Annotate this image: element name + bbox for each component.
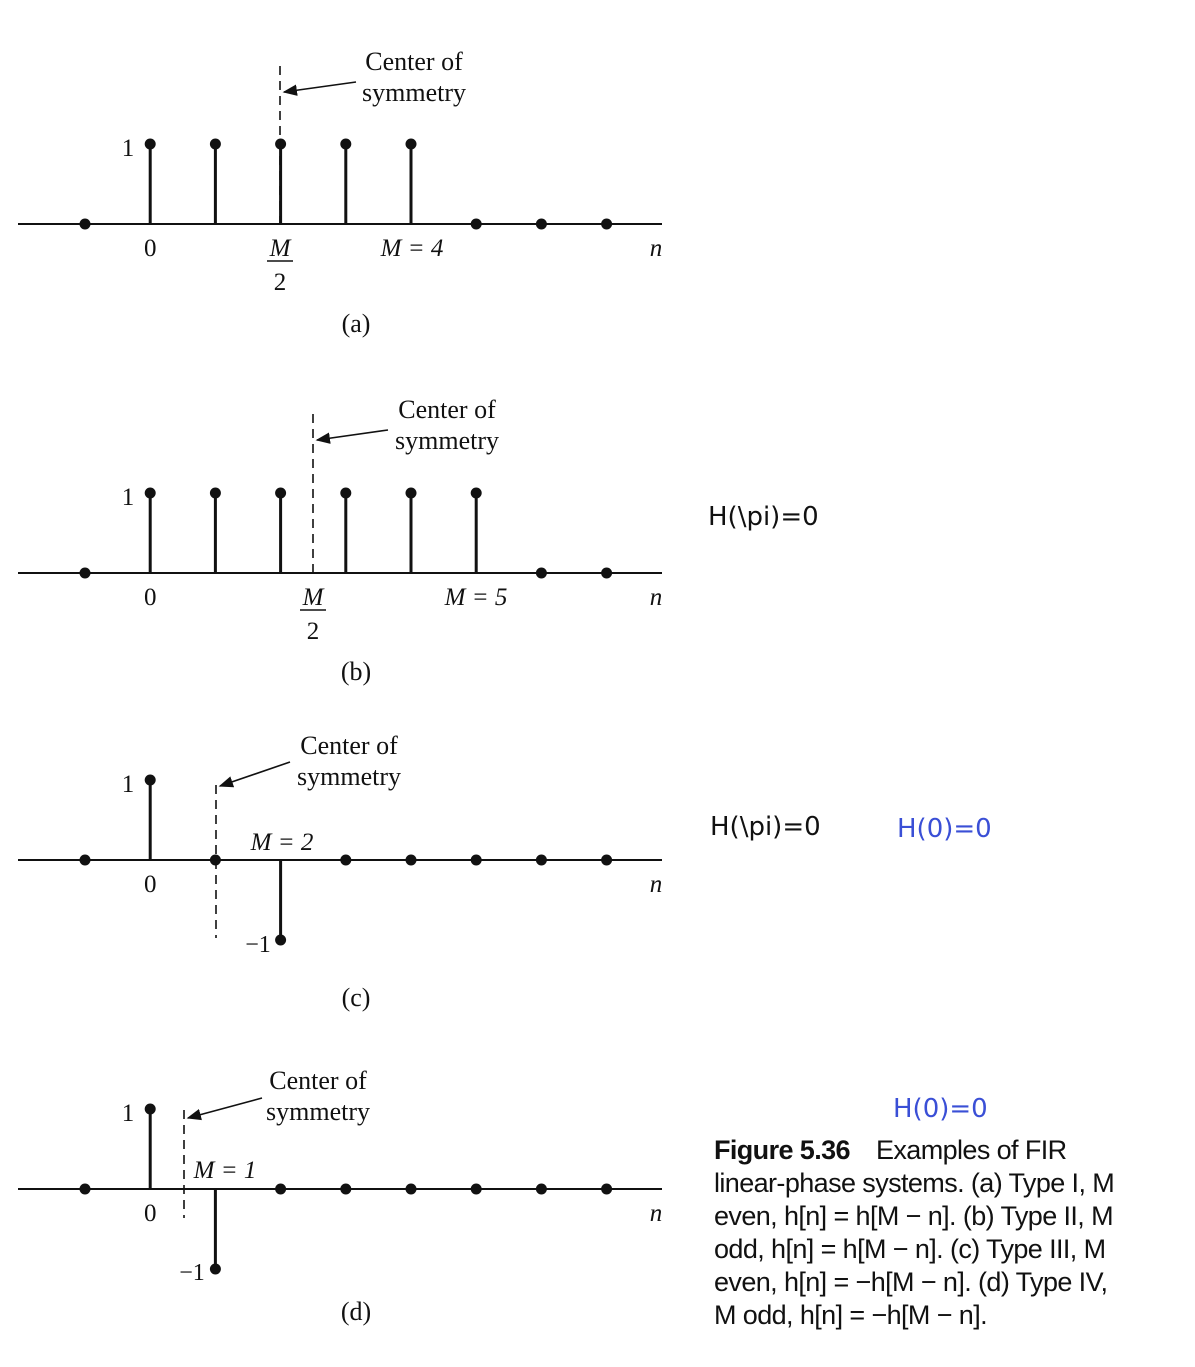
center-fraction-den-a: 2 [274,269,287,296]
caption-line-4: odd, h[n] = h[M − n]. (c) Type III, M [714,1234,1106,1264]
panel-label-c: (c) [342,983,371,1012]
annotation-arrow-c [218,761,291,788]
annotation-text-line1-d: Center of [269,1066,367,1095]
m-value-label-c: M = 2 [250,829,314,856]
sample-dot-d-0 [79,1183,91,1195]
origin-label-d: 0 [144,1200,157,1227]
y-label-neg-one-d: −1 [179,1260,205,1286]
note-b-h-pi: H(\pi)=0 [708,502,819,532]
sample-dot-c-8 [601,854,613,866]
sample-dot-a-7 [535,218,547,230]
annotation-text-line2-c: symmetry [297,762,401,791]
note-c-h-zero: H(0)=0 [897,814,992,844]
center-fraction-num-b: M [302,584,325,611]
panel-label-b: (b) [341,657,371,686]
sample-dot-b-8 [601,567,613,579]
annotation-arrow-d [186,1097,263,1121]
figure-caption: Figure 5.36 Examples of FIR linear-phase … [714,1134,1190,1332]
sample-dot-b-4 [340,487,352,499]
sample-dot-d-7 [535,1183,547,1195]
sample-dot-a-1 [144,138,156,150]
center-fraction-den-b: 2 [307,618,320,645]
center-fraction-num-a: M [269,235,292,262]
annotation-text-line1-a: Center of [365,47,463,76]
sample-dot-b-3 [275,487,287,499]
sample-dot-c-3 [275,934,287,946]
annotation-text-line2-a: symmetry [362,78,466,107]
annotation-arrow-a [282,81,357,96]
axis-variable-d: n [650,1200,663,1227]
sample-dot-b-5 [405,487,417,499]
sample-dot-d-8 [601,1183,613,1195]
annotation-arrow-b [315,429,389,444]
y-label-one-a: 1 [122,135,135,162]
sample-dot-d-1 [144,1103,156,1115]
caption-line-5: even, h[n] = −h[M − n]. (d) Type IV, [714,1267,1108,1297]
sample-dot-a-5 [405,138,417,150]
sample-dot-d-5 [405,1183,417,1195]
sample-dot-d-6 [470,1183,482,1195]
sample-dot-c-0 [79,854,91,866]
y-label-one-c: 1 [122,771,135,798]
m-value-label-a: M = 4 [380,235,444,262]
m-value-label-b: M = 5 [444,584,508,611]
y-label-one-b: 1 [122,484,135,511]
sample-dot-c-4 [340,854,352,866]
caption-figure-label: Figure 5.36 [714,1135,851,1165]
sample-dot-b-7 [535,567,547,579]
m-value-label-d: M = 1 [193,1157,257,1184]
sample-dot-b-6 [470,487,482,499]
sample-dot-c-7 [535,854,547,866]
note-d-h-zero: H(0)=0 [893,1094,988,1124]
annotation-text-line1-b: Center of [398,395,496,424]
sample-dot-a-6 [470,218,482,230]
sample-dot-c-1 [144,774,156,786]
caption-line-2: linear-phase systems. (a) Type I, M [714,1168,1115,1198]
note-c-h-pi: H(\pi)=0 [710,812,821,842]
sample-dot-b-2 [209,487,221,499]
panel-label-d: (d) [341,1297,371,1326]
sample-dot-d-3 [275,1183,287,1195]
caption-line-3: even, h[n] = h[M − n]. (b) Type II, M [714,1201,1114,1231]
sample-dot-c-6 [470,854,482,866]
origin-label-c: 0 [144,871,157,898]
origin-label-b: 0 [144,584,157,611]
sample-dot-a-8 [601,218,613,230]
caption-line-1: Figure 5.36 Examples of FIR [714,1134,1190,1167]
sample-dot-a-2 [209,138,221,150]
axis-variable-c: n [650,871,663,898]
origin-label-a: 0 [144,235,157,262]
sample-dot-a-0 [79,218,91,230]
y-label-one-d: 1 [122,1100,135,1127]
sample-dot-d-2 [209,1263,221,1275]
sample-dot-b-1 [144,487,156,499]
y-label-neg-one-c: −1 [245,932,271,958]
caption-line-6: M odd, h[n] = −h[M − n]. [714,1300,988,1330]
sample-dot-a-4 [340,138,352,150]
panel-label-a: (a) [342,309,371,338]
annotation-text-line1-c: Center of [300,731,398,760]
sample-dot-d-4 [340,1183,352,1195]
sample-dot-c-5 [405,854,417,866]
annotation-text-line2-b: symmetry [395,426,499,455]
axis-variable-a: n [650,235,663,262]
annotation-text-line2-d: symmetry [266,1097,370,1126]
caption-text-1: Examples of FIR [875,1135,1067,1165]
axis-variable-b: n [650,584,663,611]
sample-dot-b-0 [79,567,91,579]
